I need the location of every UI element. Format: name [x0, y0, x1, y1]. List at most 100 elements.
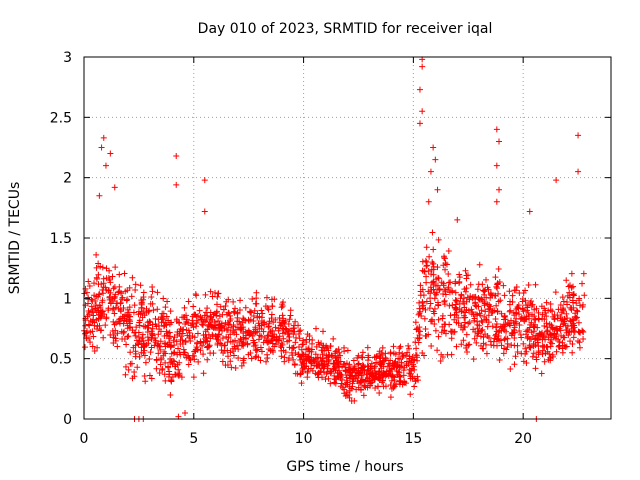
data-point	[225, 321, 232, 328]
data-point	[479, 326, 486, 333]
data-point	[114, 343, 121, 350]
data-point	[303, 336, 310, 343]
data-point	[162, 359, 169, 366]
data-point	[361, 383, 368, 390]
data-point	[530, 340, 537, 347]
data-point	[176, 370, 183, 377]
data-point	[238, 336, 245, 343]
data-point	[177, 328, 184, 335]
data-point	[123, 318, 130, 325]
data-point	[200, 351, 207, 358]
data-point	[89, 343, 96, 350]
data-point	[147, 349, 154, 356]
data-point	[425, 198, 432, 205]
data-point	[549, 308, 556, 315]
data-point	[154, 306, 161, 313]
data-point	[558, 317, 565, 324]
data-point	[569, 349, 576, 356]
data-point	[300, 360, 307, 367]
data-point	[502, 335, 509, 342]
data-point	[476, 327, 483, 334]
data-point	[258, 333, 265, 340]
data-point	[136, 322, 143, 329]
data-point	[140, 349, 147, 356]
data-point	[378, 350, 385, 357]
data-point	[516, 327, 523, 334]
data-point	[388, 365, 395, 372]
data-point	[243, 332, 250, 339]
data-point	[220, 306, 227, 313]
y-tick-label: 2	[63, 171, 72, 187]
data-point	[547, 301, 554, 308]
data-point	[439, 315, 446, 322]
data-point	[532, 365, 539, 372]
data-point	[255, 320, 262, 327]
data-point	[512, 353, 519, 360]
data-point	[204, 312, 211, 319]
data-point	[430, 308, 437, 315]
data-point	[100, 275, 107, 282]
data-point	[200, 370, 207, 377]
data-point	[570, 334, 577, 341]
data-point	[423, 279, 430, 286]
data-point	[206, 323, 213, 330]
data-point	[575, 168, 582, 175]
data-point	[430, 286, 437, 293]
data-point	[332, 380, 339, 387]
data-point	[183, 316, 190, 323]
data-point	[254, 314, 261, 321]
data-point	[500, 282, 507, 289]
data-point	[253, 289, 260, 296]
data-point	[95, 260, 102, 267]
data-point	[278, 304, 285, 311]
data-point	[436, 285, 443, 292]
data-point	[214, 340, 221, 347]
data-point	[231, 309, 238, 316]
data-point	[159, 316, 166, 323]
data-point	[263, 337, 270, 344]
data-point	[466, 341, 473, 348]
data-point	[313, 325, 320, 332]
data-point	[474, 286, 481, 293]
data-point	[431, 320, 438, 327]
data-point	[453, 312, 460, 319]
data-point	[155, 350, 162, 357]
data-point	[289, 352, 296, 359]
data-point	[202, 328, 209, 335]
data-point	[120, 329, 127, 336]
data-point	[175, 371, 182, 378]
data-point	[94, 344, 101, 351]
data-point	[564, 315, 571, 322]
data-point	[501, 316, 508, 323]
data-point	[204, 305, 211, 312]
data-point	[112, 304, 119, 311]
data-point	[173, 152, 180, 159]
data-point	[105, 287, 112, 294]
data-point	[431, 305, 438, 312]
data-point	[561, 342, 568, 349]
data-point	[485, 312, 492, 319]
data-point	[194, 330, 201, 337]
data-point	[551, 316, 558, 323]
data-point	[299, 366, 306, 373]
data-point	[532, 281, 539, 288]
data-point	[214, 293, 221, 300]
data-point	[112, 335, 119, 342]
data-point	[367, 380, 374, 387]
data-point	[153, 323, 160, 330]
data-point	[458, 308, 465, 315]
data-point	[496, 186, 503, 193]
data-point	[177, 351, 184, 358]
data-point	[210, 350, 217, 357]
data-point	[110, 305, 117, 312]
data-point	[125, 333, 132, 340]
data-point	[480, 334, 487, 341]
data-point	[176, 359, 183, 366]
data-point	[237, 297, 244, 304]
data-point	[168, 342, 175, 349]
data-point	[446, 289, 453, 296]
data-point	[484, 323, 491, 330]
data-point	[99, 286, 106, 293]
data-point	[265, 323, 272, 330]
data-point	[422, 306, 429, 313]
